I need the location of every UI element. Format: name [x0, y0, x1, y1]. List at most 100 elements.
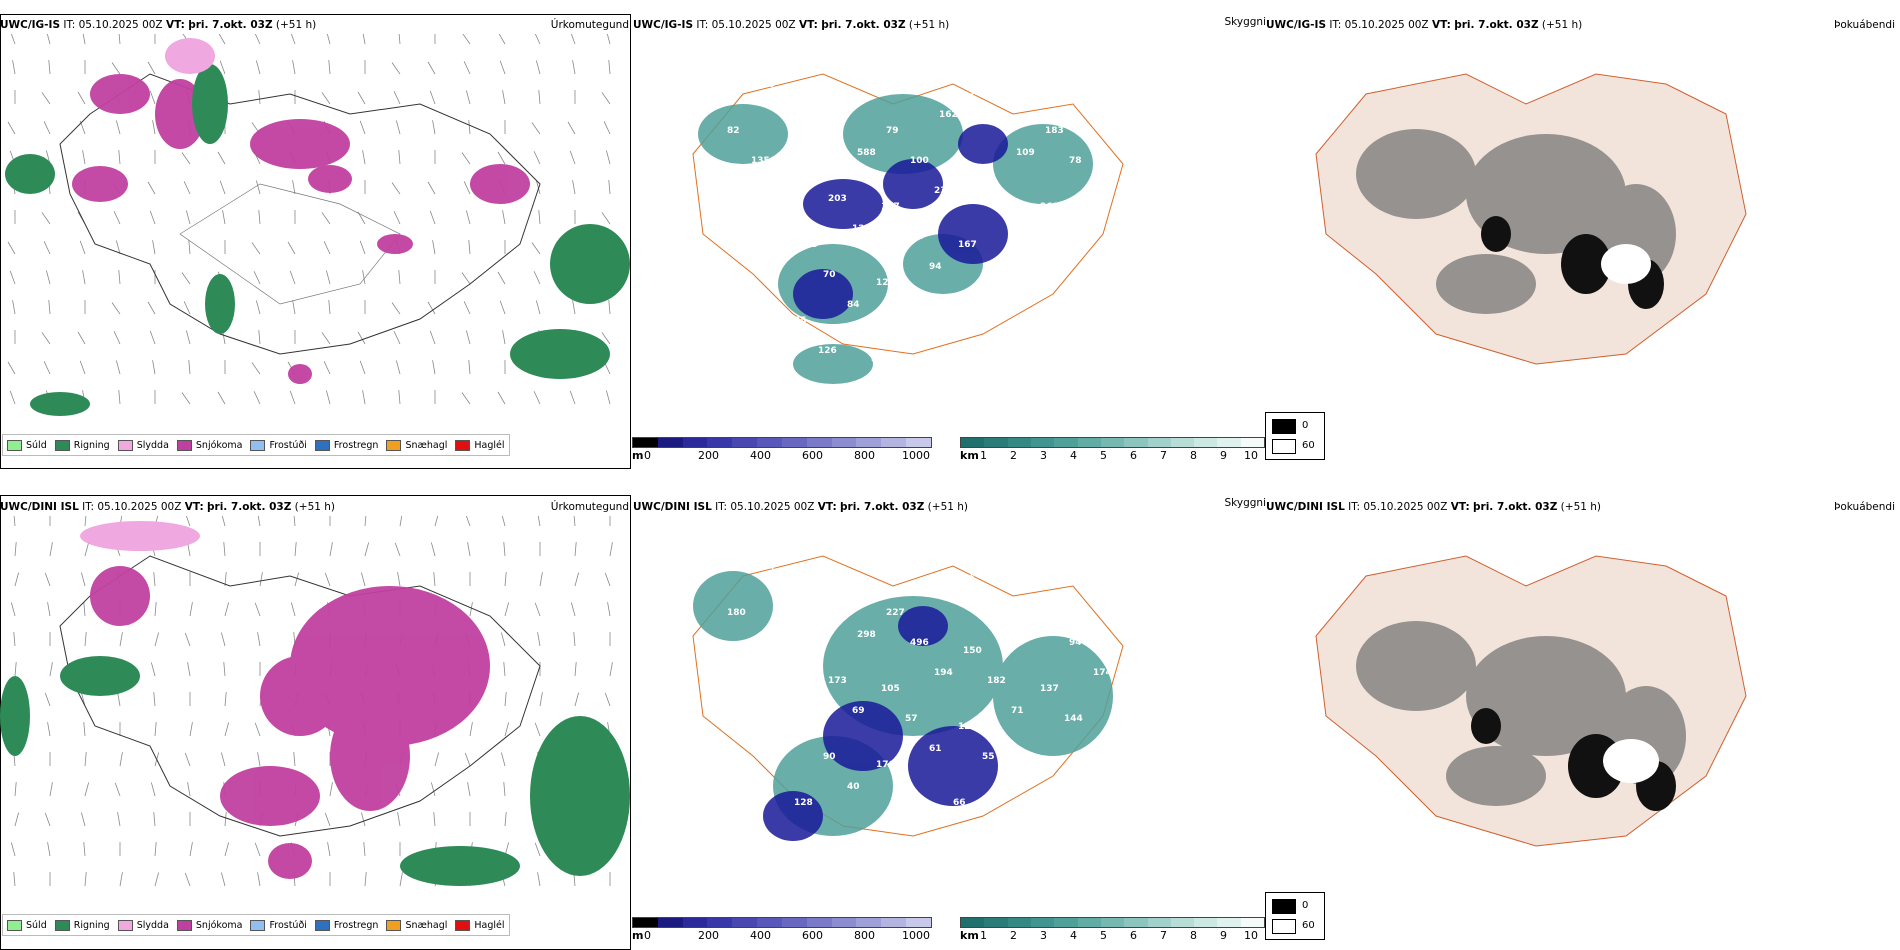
ceiling-tick: 0	[644, 449, 651, 462]
legend-item: Rigning	[54, 919, 110, 931]
wind-barb	[185, 210, 191, 225]
vis-tick: 3	[1040, 449, 1047, 462]
wind-barb	[329, 782, 333, 797]
wind-barb	[502, 210, 506, 225]
legend-swatch	[176, 919, 192, 931]
product-label: Úrkomutegund	[550, 19, 629, 31]
ceiling-value-label: 131	[987, 194, 1006, 204]
colorbar-segment	[707, 438, 733, 447]
wind-barb	[323, 241, 331, 255]
colorbar-segment	[633, 918, 658, 927]
ceiling-value-label: 55	[982, 752, 995, 762]
wind-barb	[465, 516, 471, 527]
lead-time: (+51 h)	[294, 501, 336, 513]
colorbar-segment	[1147, 438, 1171, 447]
ceiling-value-label: 134	[804, 164, 823, 174]
ceiling-value-label: 96	[1059, 308, 1072, 318]
legend-item: Haglél	[455, 919, 505, 931]
wind-barb	[14, 662, 17, 677]
it-label: IT:	[82, 501, 95, 513]
vis-tick: 10	[1244, 929, 1258, 942]
wind-barb	[533, 391, 541, 405]
wind-barb	[44, 812, 51, 827]
wind-barb	[185, 330, 191, 345]
wind-barb	[467, 782, 471, 797]
precip-type-legend: Súld Rigning Slydda Snjókoma Frostúði Fr…	[2, 914, 510, 936]
wind-barb	[539, 572, 543, 587]
wind-barb	[82, 270, 86, 285]
wind-barb	[259, 572, 263, 587]
it-value: 05.10.2025 00Z	[78, 19, 163, 31]
wind-barb	[539, 692, 543, 707]
wind-barb	[609, 542, 613, 557]
colorbar-segment	[831, 918, 857, 927]
vis-tick: 7	[1160, 929, 1167, 942]
wind-barb	[501, 516, 506, 527]
ceiling-value-label: 109	[1016, 148, 1035, 158]
colorbar-segment	[1170, 438, 1195, 447]
colorbar-segment	[1170, 918, 1195, 927]
ceiling-value-label: 69	[852, 706, 865, 716]
wind-barb	[604, 572, 611, 587]
wind-barb	[359, 360, 366, 375]
wind-barb	[293, 752, 296, 767]
vis-tick: 5	[1100, 449, 1107, 462]
ceiling-value-label: 144	[1064, 714, 1083, 724]
wind-barb	[362, 390, 366, 405]
wind-barb	[468, 120, 471, 135]
wind-barb	[185, 516, 191, 527]
wind-barb	[257, 632, 261, 647]
wind-barb	[504, 602, 510, 617]
wind-barb	[153, 692, 156, 707]
vt-value: þri. 7.okt. 03Z	[188, 19, 273, 31]
legend-swatch	[7, 919, 22, 931]
wind-barb	[147, 301, 156, 315]
wind-barb	[608, 180, 611, 195]
wind-barb	[181, 392, 191, 405]
fog-swatch-high	[1272, 439, 1296, 454]
ceiling-tick: 0	[644, 929, 651, 942]
ceiling-value-label: 94	[1069, 638, 1082, 648]
wind-barb	[360, 572, 366, 587]
vt-label: VT:	[817, 501, 837, 513]
colorbar-unit: km	[960, 929, 979, 942]
colorbar-segment	[707, 918, 733, 927]
ceiling-value-label: 100	[910, 156, 929, 166]
wind-barb	[290, 34, 296, 45]
ceiling-value-label: 167	[958, 240, 977, 250]
wind-barb	[430, 782, 436, 797]
wind-barb	[48, 300, 51, 315]
wind-barb	[43, 361, 51, 375]
it-label: IT:	[1348, 501, 1361, 513]
colorbar-segment	[881, 438, 907, 447]
wind-barb	[504, 572, 507, 587]
product-label: Þokuábendi	[1834, 19, 1895, 31]
wind-barb	[601, 332, 611, 345]
wind-barb	[82, 150, 86, 165]
colorbar-segment	[1030, 438, 1055, 447]
wind-barb	[362, 150, 366, 165]
ceiling-tick: 200	[698, 449, 719, 462]
ceiling-value-label: 283	[900, 308, 919, 318]
wind-barb	[321, 332, 331, 345]
wind-barb	[327, 842, 331, 857]
colorbar-segment	[806, 438, 832, 447]
legend-label: Slydda	[136, 919, 169, 931]
panel-title: UWC/DINI ISL IT: 05.10.2025 00Z VT: þri.…	[0, 501, 335, 513]
wind-barb	[48, 60, 51, 75]
colorbar-segment	[1147, 918, 1171, 927]
wind-barb	[14, 782, 17, 797]
colorbar-segment	[1240, 918, 1265, 927]
legend-swatch	[455, 919, 471, 931]
wind-barb	[533, 271, 541, 285]
precip-type-legend: Súld Rigning Slydda Snjókoma Frostúði Fr…	[2, 434, 510, 456]
ceiling-value-label: 60	[780, 110, 793, 120]
wind-barb	[117, 692, 121, 707]
it-value: 05.10.2025 00Z	[1363, 501, 1448, 513]
wind-barb	[14, 542, 17, 557]
wind-barb	[391, 182, 401, 195]
wind-barb	[497, 271, 506, 285]
wind-barb	[574, 542, 577, 557]
colorbar-unit: km	[960, 449, 979, 462]
ceiling-tick: 1000	[902, 929, 930, 942]
